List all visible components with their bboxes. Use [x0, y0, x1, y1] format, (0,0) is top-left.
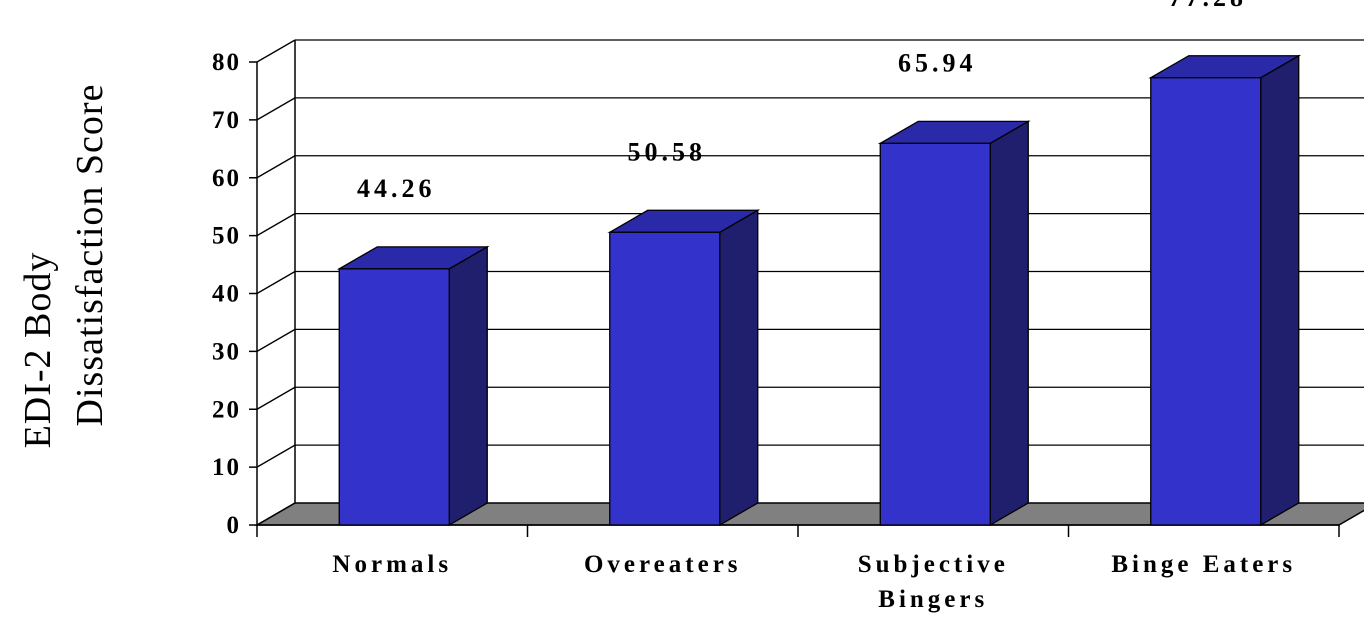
plot-area: 0 10 20 30 40 50 60 70 80 44.26 50.58 65.94 77.28 Nor… — [212, 0, 1364, 613]
side-wall-gridline — [256, 328, 296, 352]
x-tick-label: Bingers — [878, 586, 988, 613]
side-wall-gridline — [256, 155, 296, 179]
y-axis-title: EDI-2 Body Dissatisfaction Score — [17, 84, 111, 449]
data-label: 77.28 — [1169, 0, 1248, 12]
side-wall-gridline — [256, 39, 296, 63]
y-tick-label: 80 — [212, 49, 241, 76]
side-wall-gridline — [256, 270, 296, 295]
bar — [1150, 77, 1262, 526]
y-tick-label: 10 — [212, 454, 241, 481]
bar-side — [448, 245, 488, 527]
data-label: 65.94 — [898, 48, 977, 77]
y-tick-label: 50 — [212, 223, 241, 250]
side-wall-gridline — [256, 97, 296, 121]
y-tick-label: 70 — [212, 107, 241, 134]
side-wall-gridline — [256, 386, 296, 410]
side-wall-gridline — [256, 213, 296, 237]
y-tick-label: 40 — [212, 281, 241, 308]
bar — [609, 231, 721, 526]
x-tick-label: Subjective — [858, 551, 1009, 578]
x-tick-label: Normals — [332, 551, 452, 578]
bar — [879, 142, 991, 526]
side-wall-gridline — [256, 502, 296, 526]
y-axis-title-line-1: EDI-2 Body — [17, 252, 59, 449]
x-tick-label: Overeaters — [584, 551, 742, 578]
bar — [338, 268, 450, 526]
bar-side — [719, 209, 759, 527]
x-tick-label: Binge Eaters — [1111, 551, 1296, 578]
y-tick-label: 0 — [227, 512, 242, 539]
side-wall-gridline — [256, 444, 296, 468]
y-axis-title-line-2: Dissatisfaction Score — [69, 84, 111, 427]
bar-side — [989, 120, 1029, 527]
y-tick-label: 60 — [212, 165, 241, 192]
data-label: 50.58 — [628, 137, 707, 166]
y-tick-label: 30 — [212, 338, 241, 365]
bar-side — [1260, 54, 1300, 527]
data-label: 44.26 — [357, 174, 436, 203]
y-tick-label: 20 — [212, 396, 241, 423]
